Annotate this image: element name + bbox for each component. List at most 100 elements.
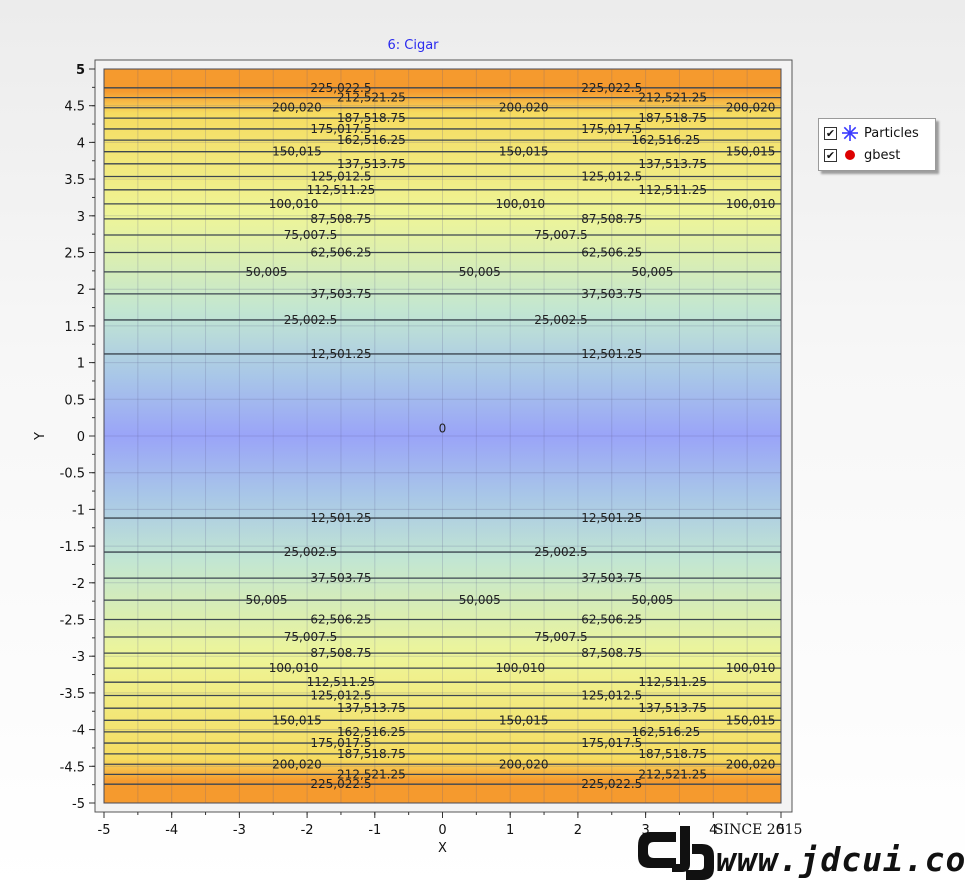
x-tick-label: 3: [641, 823, 649, 838]
contour-label: 62,506.25: [581, 613, 642, 627]
y-tick-label: 1.5: [64, 320, 85, 335]
contour-label: 50,005: [245, 593, 287, 607]
contour-label: 50,005: [459, 265, 501, 279]
contour-label: 37,503.75: [581, 287, 642, 301]
contour-label: 37,503.75: [310, 287, 371, 301]
grid-lines: [103, 68, 782, 804]
y-tick-label: -1.5: [60, 540, 85, 555]
y-tick-label: 4.5: [64, 100, 85, 115]
contour-label: 225,022.5: [581, 777, 642, 791]
plot-area: [103, 68, 782, 804]
x-tick-label: -1: [368, 823, 381, 838]
legend-label-gbest: gbest: [864, 147, 901, 163]
y-tick-label: 5: [76, 63, 85, 78]
legend-item-gbest[interactable]: ✔ gbest: [824, 145, 900, 165]
contour-label: 62,506.25: [310, 245, 371, 259]
y-tick-label: -3.5: [60, 687, 85, 702]
y-tick-label: -3: [72, 650, 85, 665]
contour-label: 100,010: [726, 661, 776, 675]
contour-label: 25,002.5: [534, 545, 587, 559]
contour-label: 87,508.75: [581, 646, 642, 660]
contour-label: 225,022.5: [310, 81, 371, 95]
y-axis-label: Y: [33, 432, 48, 441]
contour-label: 200,020: [499, 757, 549, 771]
contour-label: 200,020: [499, 101, 549, 115]
contour-label: 100,010: [726, 197, 776, 211]
contour-label: 12,501.25: [581, 511, 642, 525]
contour-label: 162,516.25: [337, 725, 406, 739]
y-tick-label: -1: [72, 503, 85, 518]
y-tick-label: -4.5: [60, 760, 85, 775]
particles-checkbox[interactable]: ✔: [824, 126, 837, 140]
gbest-checkbox[interactable]: ✔: [824, 148, 837, 162]
contour-label: 187,518.75: [638, 747, 707, 761]
contour-label: 100,010: [496, 197, 546, 211]
contour-label: 150,015: [272, 145, 322, 159]
contour-lines: [104, 87, 781, 785]
red-dot-icon: [845, 150, 855, 160]
contour-label: 75,007.5: [534, 630, 587, 644]
legend-item-particles[interactable]: ✔ Particles: [824, 123, 919, 143]
plot-background: [94, 59, 793, 813]
contour-label: 125,012.5: [310, 689, 371, 703]
watermark: SINCE 2015 www.jdcui.com: [636, 822, 965, 886]
x-tick-label: -5: [98, 823, 111, 838]
contour-label: 87,508.75: [310, 646, 371, 660]
contour-label: 12,501.25: [310, 511, 371, 525]
contour-label: 137,513.75: [337, 157, 406, 171]
contour-label: 112,511.25: [307, 675, 376, 689]
contour-label: 150,015: [499, 713, 549, 727]
contour-label: 87,508.75: [310, 212, 371, 226]
contour-label: 100,010: [269, 197, 319, 211]
contour-label: 112,511.25: [638, 183, 707, 197]
y-tick-label: -5: [72, 797, 85, 812]
y-tick-label: -2: [72, 577, 85, 592]
contour-label: 200,020: [726, 757, 776, 771]
contour-label: 12,501.25: [310, 347, 371, 361]
contour-label: 50,005: [459, 593, 501, 607]
contour-label: 50,005: [631, 593, 673, 607]
contour-label: 12,501.25: [581, 347, 642, 361]
contour-label: 137,513.75: [638, 157, 707, 171]
contour-label: 162,516.25: [632, 725, 701, 739]
contour-label: 150,015: [726, 145, 776, 159]
contour-label: 175,017.5: [581, 122, 642, 136]
contour-label: 212,521.25: [337, 91, 406, 105]
contour-label: 37,503.75: [310, 571, 371, 585]
contour-label: 50,005: [631, 265, 673, 279]
x-tick-label: 0: [438, 823, 446, 838]
legend: ✔ Particles ✔ gbest: [818, 118, 936, 171]
jd-logo-icon: [638, 826, 714, 880]
contour-label: 125,012.5: [581, 169, 642, 183]
contour-label: 62,506.25: [310, 613, 371, 627]
contour-label: 212,521.25: [337, 767, 406, 781]
contour-label: 87,508.75: [581, 212, 642, 226]
contour-label: 112,511.25: [638, 675, 707, 689]
contour-label: 200,020: [272, 101, 322, 115]
contour-label: 187,518.75: [638, 111, 707, 125]
legend-label-particles: Particles: [864, 125, 919, 141]
y-tick-label: 4: [77, 136, 85, 151]
x-tick-label: -3: [233, 823, 246, 838]
contour-label: 150,015: [726, 713, 776, 727]
x-tick-label: -2: [301, 823, 314, 838]
y-tick-label: 0: [77, 430, 85, 445]
contour-label: 162,516.25: [632, 133, 701, 147]
contour-label: 100,010: [269, 661, 319, 675]
contour-label: 175,017.5: [310, 122, 371, 136]
contour-label: 25,002.5: [284, 545, 337, 559]
contour-label: 75,007.5: [284, 228, 337, 242]
x-tick-label: -4: [165, 823, 178, 838]
y-tick-label: 2.5: [64, 247, 85, 262]
contour-label: 25,002.5: [534, 313, 587, 327]
contour-label-zero: 0: [439, 422, 447, 436]
contour-label: 125,012.5: [310, 169, 371, 183]
y-tick-label: -4: [72, 724, 85, 739]
x-axis-label: X: [438, 841, 447, 856]
x-tick-label: 5: [777, 823, 785, 838]
contour-label: 187,518.75: [337, 111, 406, 125]
watermark-since: SINCE 2015: [714, 822, 803, 838]
contour-label: 137,513.75: [638, 701, 707, 715]
contour-label: 200,020: [272, 757, 322, 771]
